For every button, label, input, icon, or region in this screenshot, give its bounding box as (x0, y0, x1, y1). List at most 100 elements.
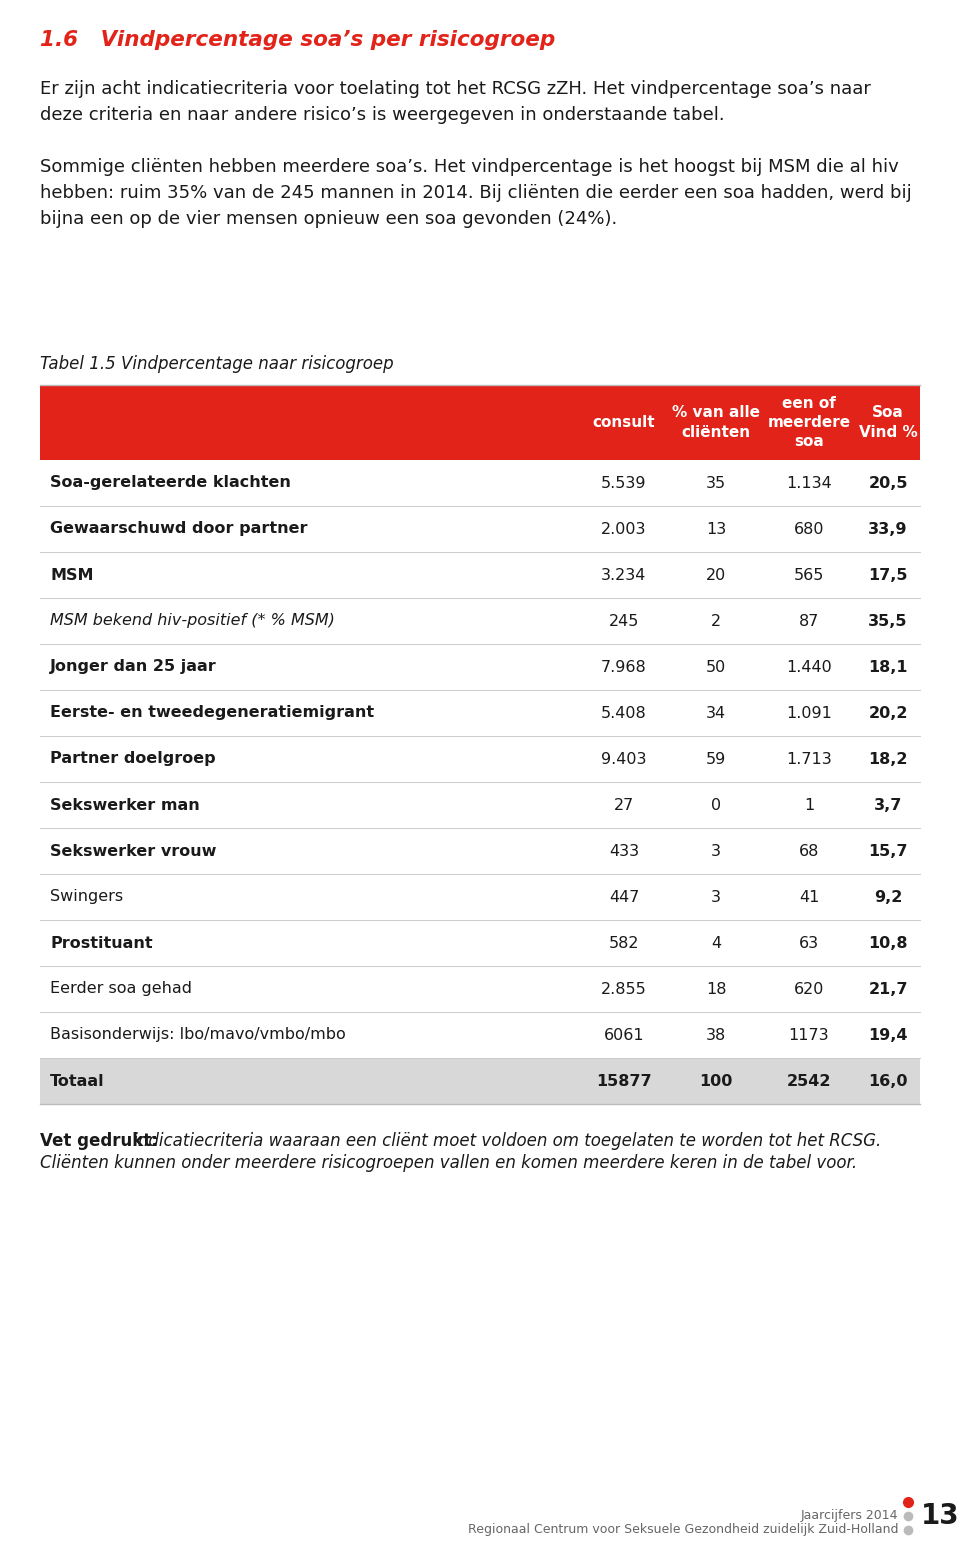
Text: Tabel 1.5 Vindpercentage naar risicogroep: Tabel 1.5 Vindpercentage naar risicogroe… (40, 355, 394, 372)
Text: 18: 18 (706, 981, 727, 997)
Text: 3: 3 (711, 890, 721, 904)
Text: 3,7: 3,7 (874, 797, 902, 813)
Text: 433: 433 (609, 844, 639, 859)
Text: Swingers: Swingers (50, 890, 123, 904)
Text: 35,5: 35,5 (868, 613, 908, 629)
Bar (40, 735, 920, 782)
Text: 63: 63 (799, 936, 819, 950)
Bar (40, 919, 920, 966)
Text: 1.440: 1.440 (786, 660, 832, 675)
Text: 20: 20 (706, 567, 726, 582)
Text: 1.6   Vindpercentage soa’s per risicogroep: 1.6 Vindpercentage soa’s per risicogroep (40, 29, 555, 49)
Text: 16,0: 16,0 (868, 1074, 908, 1089)
Text: 68: 68 (799, 844, 819, 859)
Text: 13: 13 (921, 1502, 959, 1530)
Bar (40, 552, 920, 598)
Text: 1.134: 1.134 (786, 476, 832, 490)
Text: Soa-gerelateerde klachten: Soa-gerelateerde klachten (50, 476, 291, 490)
Text: 3: 3 (711, 844, 721, 859)
Text: 1.091: 1.091 (786, 706, 832, 720)
Text: hebben: ruim 35% van de 245 mannen in 2014. Bij cliënten die eerder een soa hadd: hebben: ruim 35% van de 245 mannen in 20… (40, 184, 912, 202)
Text: 5.408: 5.408 (601, 706, 647, 720)
Text: Jaarcijfers 2014: Jaarcijfers 2014 (801, 1509, 898, 1522)
Text: 582: 582 (609, 936, 639, 950)
Text: Sekswerker vrouw: Sekswerker vrouw (50, 844, 216, 859)
Text: 2: 2 (711, 613, 721, 629)
Text: Sommige cliënten hebben meerdere soa’s. Het vindpercentage is het hoogst bij MSM: Sommige cliënten hebben meerdere soa’s. … (40, 158, 899, 176)
Bar (40, 507, 920, 552)
Text: Basisonderwijs: lbo/mavo/vmbo/mbo: Basisonderwijs: lbo/mavo/vmbo/mbo (50, 1027, 346, 1043)
Text: % van alle
cliënten: % van alle cliënten (672, 405, 760, 440)
Text: 9,2: 9,2 (874, 890, 902, 904)
Text: Eerste- en tweedegeneratiemigrant: Eerste- en tweedegeneratiemigrant (50, 706, 374, 720)
Bar (40, 1058, 920, 1105)
Text: bijna een op de vier mensen opnieuw een soa gevonden (24%).: bijna een op de vier mensen opnieuw een … (40, 210, 617, 229)
Text: 3.234: 3.234 (601, 567, 647, 582)
Text: 2.855: 2.855 (601, 981, 647, 997)
Bar (40, 691, 920, 735)
Text: indicatiecriteria waaraan een cliënt moet voldoen om toegelaten te worden tot he: indicatiecriteria waaraan een cliënt moe… (128, 1132, 881, 1149)
Text: 20,5: 20,5 (868, 476, 908, 490)
Text: 19,4: 19,4 (868, 1027, 908, 1043)
Text: 620: 620 (794, 981, 825, 997)
Text: Eerder soa gehad: Eerder soa gehad (50, 981, 192, 997)
Text: 0: 0 (711, 797, 721, 813)
Text: 20,2: 20,2 (868, 706, 908, 720)
Text: 35: 35 (706, 476, 726, 490)
Text: 13: 13 (706, 522, 726, 536)
Text: 59: 59 (706, 751, 726, 766)
Text: 18,2: 18,2 (868, 751, 908, 766)
Text: Soa
Vind %: Soa Vind % (858, 405, 918, 440)
Text: een of
meerdere
soa: een of meerdere soa (767, 396, 851, 450)
Text: 10,8: 10,8 (868, 936, 908, 950)
Text: 27: 27 (613, 797, 635, 813)
Text: Regionaal Centrum voor Seksuele Gezondheid zuidelijk Zuid-Holland: Regionaal Centrum voor Seksuele Gezondhe… (468, 1523, 898, 1536)
Text: Partner doelgroep: Partner doelgroep (50, 751, 216, 766)
Text: 5.539: 5.539 (601, 476, 647, 490)
Text: MSM: MSM (50, 567, 93, 582)
Bar (40, 874, 920, 919)
Text: 565: 565 (794, 567, 825, 582)
Text: MSM bekend hiv-positief (* % MSM): MSM bekend hiv-positief (* % MSM) (50, 613, 335, 629)
Text: 15877: 15877 (596, 1074, 652, 1089)
Bar (40, 828, 920, 874)
Text: Prostituant: Prostituant (50, 936, 153, 950)
Text: 447: 447 (609, 890, 639, 904)
Text: 1.713: 1.713 (786, 751, 832, 766)
Text: 21,7: 21,7 (868, 981, 908, 997)
Bar (40, 1012, 920, 1058)
Text: 17,5: 17,5 (868, 567, 908, 582)
Text: 100: 100 (699, 1074, 732, 1089)
Text: 33,9: 33,9 (868, 522, 908, 536)
Text: 87: 87 (799, 613, 819, 629)
Text: Sekswerker man: Sekswerker man (50, 797, 200, 813)
Bar (40, 385, 920, 460)
Text: 245: 245 (609, 613, 639, 629)
Text: 38: 38 (706, 1027, 726, 1043)
Text: Totaal: Totaal (50, 1074, 105, 1089)
Text: 41: 41 (799, 890, 819, 904)
Bar (40, 966, 920, 1012)
Text: deze criteria en naar andere risico’s is weergegeven in onderstaande tabel.: deze criteria en naar andere risico’s is… (40, 107, 725, 124)
Text: 7.968: 7.968 (601, 660, 647, 675)
Text: Gewaarschuwd door partner: Gewaarschuwd door partner (50, 522, 307, 536)
Text: Cliënten kunnen onder meerdere risicogroepen vallen en komen meerdere keren in d: Cliënten kunnen onder meerdere risicogro… (40, 1154, 857, 1173)
Text: 6061: 6061 (604, 1027, 644, 1043)
Text: 50: 50 (706, 660, 726, 675)
Text: Jonger dan 25 jaar: Jonger dan 25 jaar (50, 660, 217, 675)
Bar (40, 644, 920, 691)
Text: 2.003: 2.003 (601, 522, 647, 536)
Text: Vet gedrukt:: Vet gedrukt: (40, 1132, 157, 1149)
Text: 34: 34 (706, 706, 726, 720)
Bar (40, 460, 920, 507)
Text: consult: consult (592, 416, 656, 430)
Text: 2542: 2542 (787, 1074, 831, 1089)
Bar (40, 598, 920, 644)
Text: 18,1: 18,1 (868, 660, 908, 675)
Text: 680: 680 (794, 522, 825, 536)
Text: 15,7: 15,7 (868, 844, 908, 859)
Bar (40, 782, 920, 828)
Text: 1: 1 (804, 797, 814, 813)
Text: 1173: 1173 (789, 1027, 829, 1043)
Text: 4: 4 (711, 936, 721, 950)
